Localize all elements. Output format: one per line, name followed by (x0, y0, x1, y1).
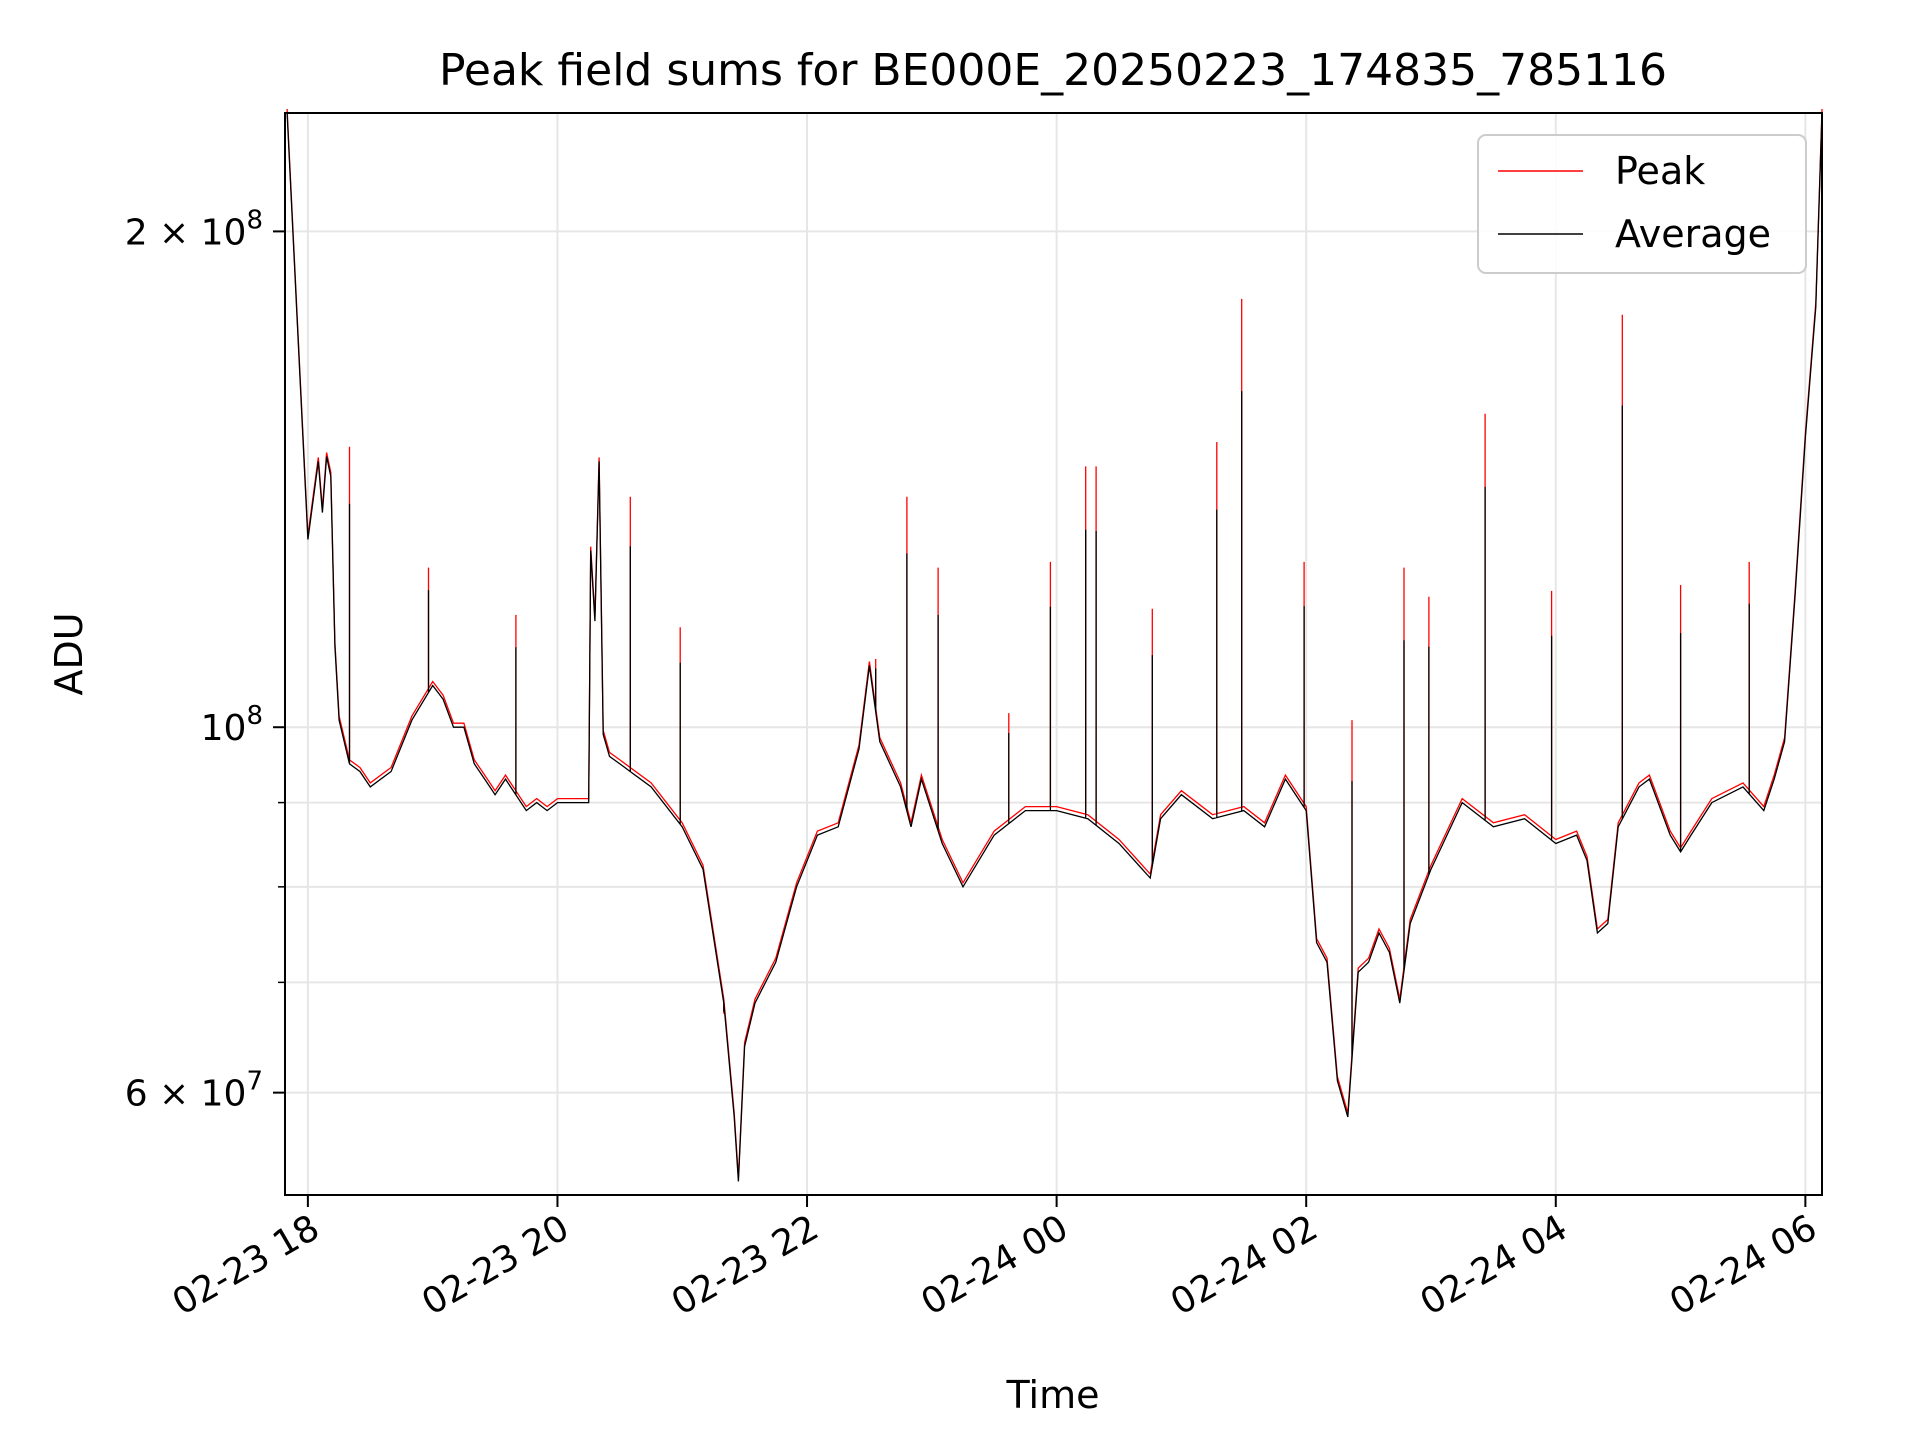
y-axis-label: ADU (47, 612, 91, 695)
y-tick-label: 6 × 107 (125, 1067, 263, 1115)
series-layer (286, 108, 1823, 1182)
legend-average-label: Average (1615, 212, 1771, 256)
average-series-line (286, 112, 1823, 1182)
legend-peak-label: Peak (1615, 149, 1705, 193)
plot-frame (284, 112, 1823, 1196)
y-tick-label: 108 (201, 701, 263, 749)
chart-title: Peak field sums for BE000E_20250223_1748… (439, 45, 1667, 96)
grid (285, 113, 1822, 1195)
y-tick-label: 2 × 108 (125, 205, 263, 253)
x-axis-label: Time (1006, 1373, 1100, 1417)
legend-box (1477, 134, 1807, 274)
legend: Peak Average (1477, 134, 1807, 274)
